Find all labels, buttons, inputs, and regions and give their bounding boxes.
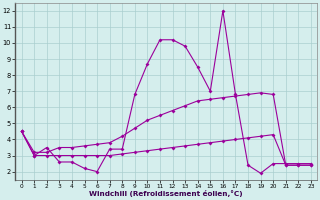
X-axis label: Windchill (Refroidissement éolien,°C): Windchill (Refroidissement éolien,°C) (90, 190, 243, 197)
